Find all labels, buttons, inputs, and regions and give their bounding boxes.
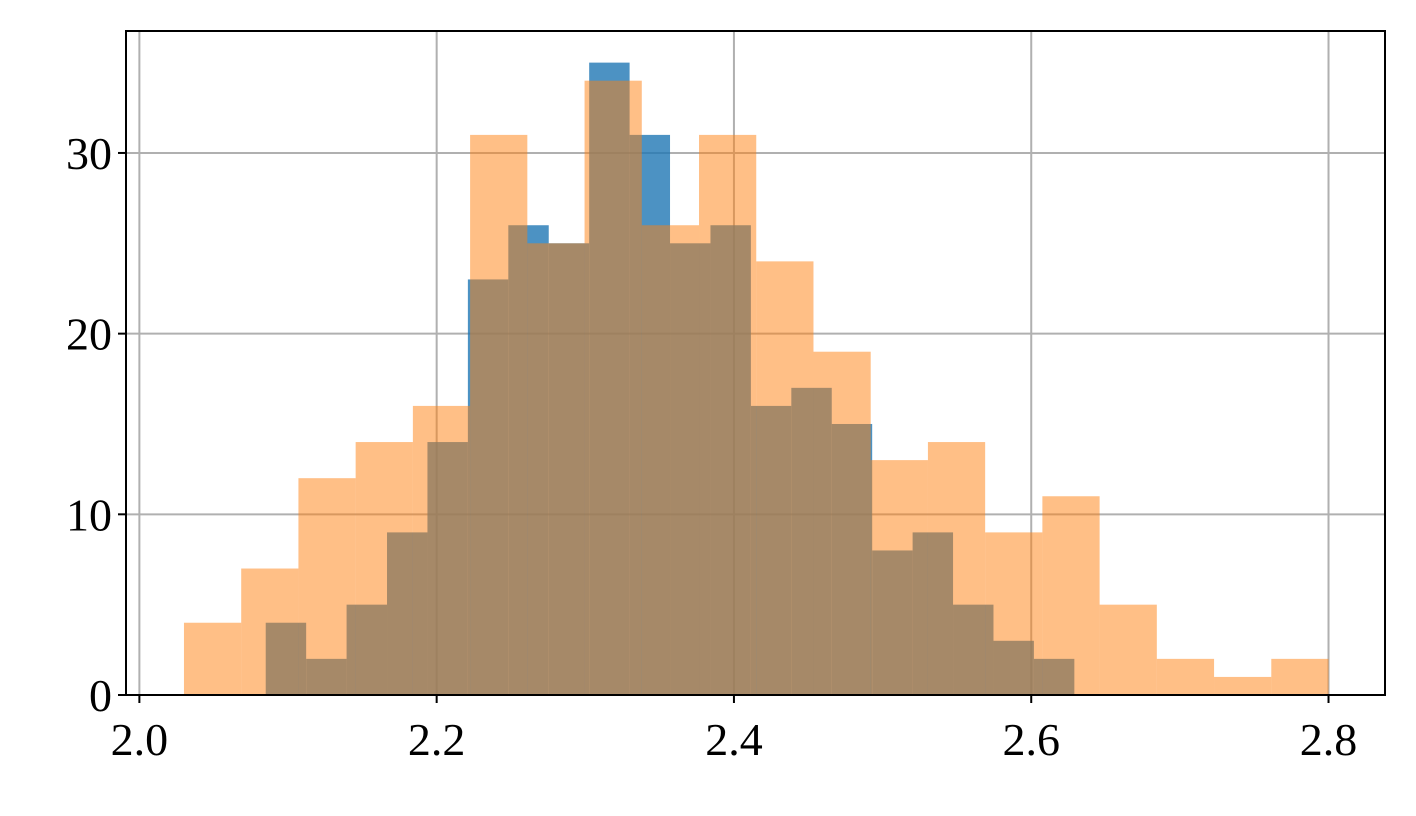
bars xyxy=(183,62,1329,696)
bar xyxy=(527,243,585,695)
x-tick-label: 2.0 xyxy=(111,714,169,765)
bar xyxy=(756,261,814,695)
bar xyxy=(1156,658,1215,695)
bar xyxy=(470,134,528,695)
x-tick-label: 2.4 xyxy=(705,714,763,765)
bar xyxy=(1042,496,1100,695)
bar xyxy=(927,442,986,695)
plot-frame xyxy=(125,30,1386,696)
bar xyxy=(641,225,700,695)
bar xyxy=(1099,604,1157,695)
x-tick-label: 2.2 xyxy=(408,714,466,765)
bar xyxy=(1214,676,1272,695)
y-tick-label: 30 xyxy=(66,128,112,179)
axes: 2.0 2.2 2.4 2.6 2.8 0 10 20 30 xyxy=(66,30,1386,765)
bar xyxy=(298,478,356,695)
bar xyxy=(870,460,928,695)
bar xyxy=(241,568,299,695)
y-tick-label: 10 xyxy=(66,489,112,540)
bar xyxy=(355,442,413,695)
x-tick-label: 2.6 xyxy=(1002,714,1060,765)
bar xyxy=(412,405,471,695)
x-tick-label: 2.8 xyxy=(1300,714,1358,765)
y-tick-label: 20 xyxy=(66,309,112,360)
bar xyxy=(183,622,242,695)
bar xyxy=(813,351,871,695)
bar xyxy=(699,134,757,695)
bar xyxy=(584,80,642,695)
bar xyxy=(985,532,1043,695)
bar xyxy=(1271,658,1329,695)
y-tick-label: 0 xyxy=(89,670,112,721)
